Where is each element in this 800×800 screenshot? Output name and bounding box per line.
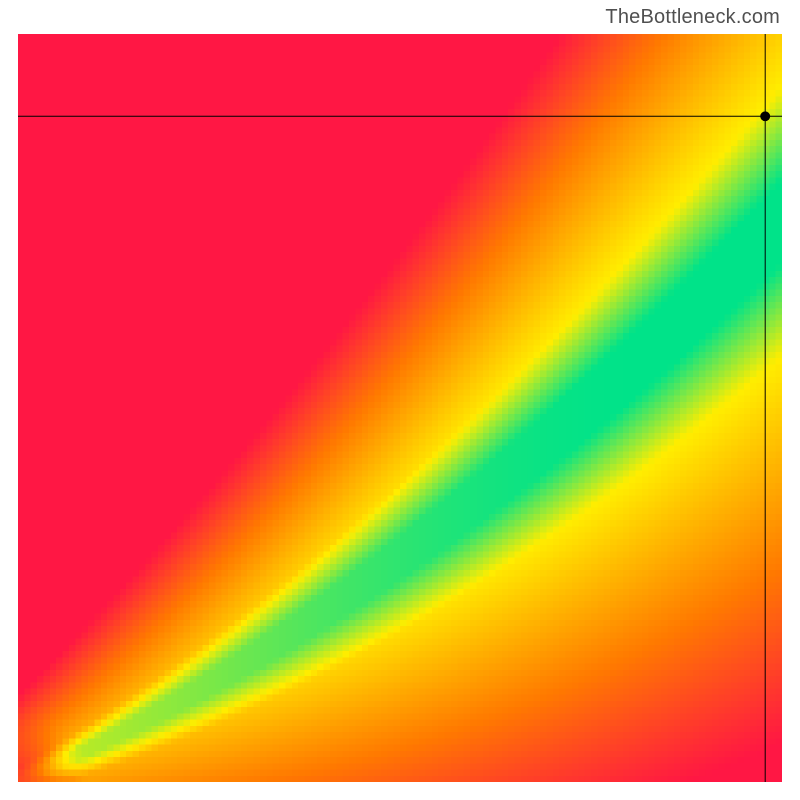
heatmap-canvas	[18, 34, 782, 782]
watermark-text: TheBottleneck.com	[605, 6, 780, 29]
bottleneck-heatmap	[18, 34, 782, 782]
